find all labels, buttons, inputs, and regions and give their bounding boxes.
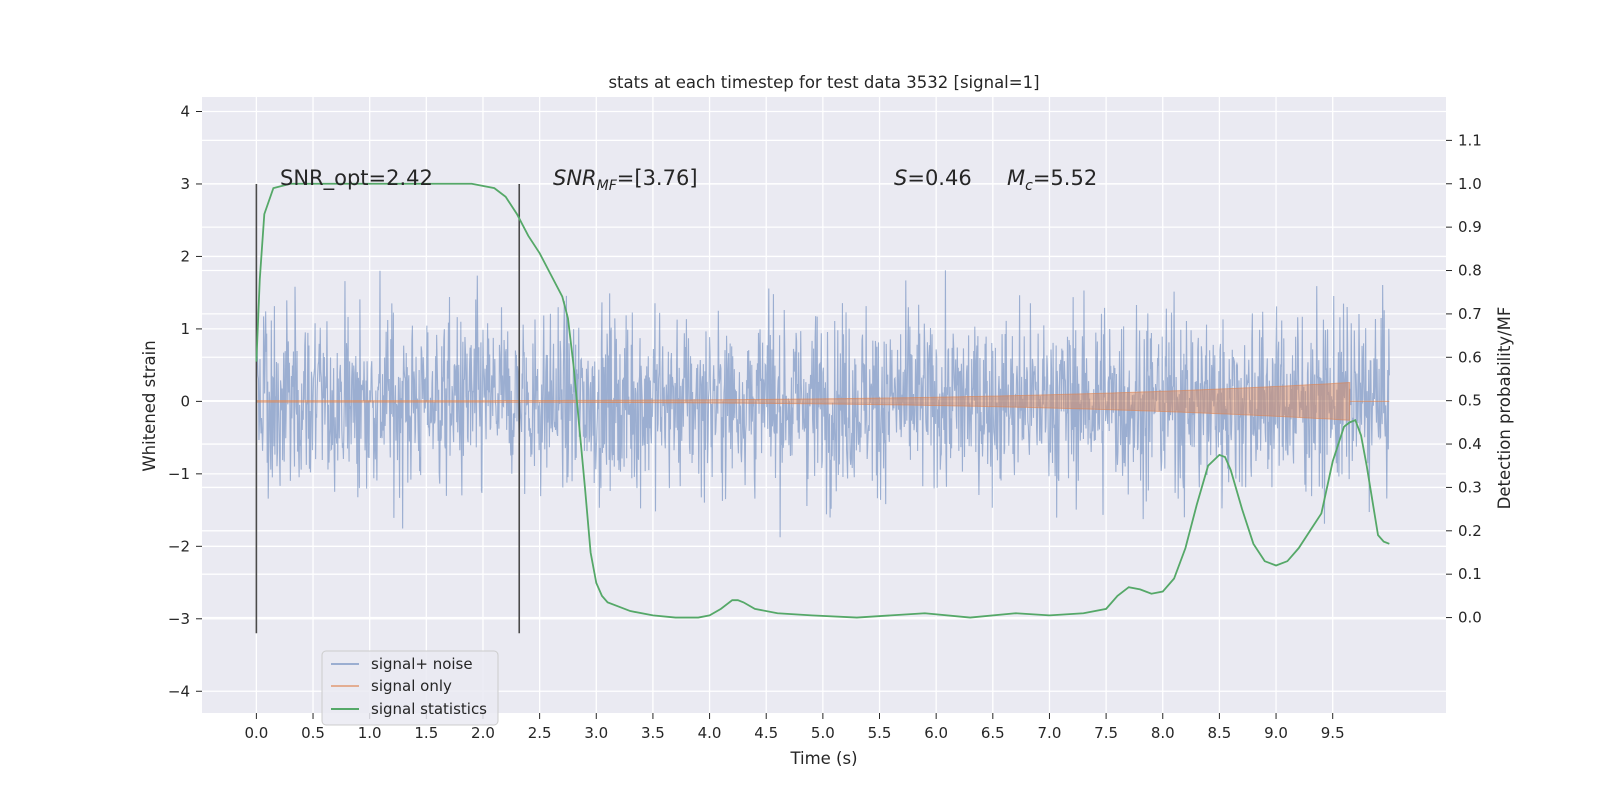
y2-tick-label: 1.0 [1458,175,1482,193]
x-tick-label: 6.5 [981,724,1005,742]
y2-tick-label: 0.1 [1458,565,1482,583]
x-axis: 0.0 0.5 1.0 1.5 2.0 2.5 3.0 3.5 4.0 4.5 5.0 5.5 6.0 6… [244,713,1345,742]
snr-mf-label: SNR [553,166,597,190]
x-tick-label: 8.5 [1207,724,1231,742]
event-markers [255,183,521,634]
plot-area [255,182,1390,634]
y2-tick-label: 0.2 [1458,522,1482,540]
x-tick-label: 0.5 [301,724,325,742]
s-label: S [894,166,907,190]
snr-mf-value: =[3.76] [617,166,698,190]
y2-tick-label: 0.5 [1458,392,1482,410]
x-tick-label: 7.5 [1094,724,1118,742]
y2-axis-label: Detection probability/MF [1495,307,1514,510]
signal-only-series [255,381,1351,421]
x-axis-label: Time (s) [789,749,857,768]
y2-tick-label: 0.0 [1458,609,1482,627]
y-tick-label: 2 [180,247,190,265]
x-tick-label: 9.0 [1264,724,1288,742]
y-tick-label: 4 [180,102,190,120]
y2-tick-label: 0.4 [1458,435,1482,453]
x-tick-label: 9.5 [1321,724,1345,742]
y-tick-label: −2 [168,537,190,555]
y2-tick-label: 0.8 [1458,262,1482,280]
s-value: =0.46 [907,166,971,190]
x-tick-label: 5.0 [811,724,835,742]
mc-annotation: Mc=5.52 [1007,166,1097,194]
y-tick-label: −4 [168,682,190,700]
x-tick-label: 4.0 [698,724,722,742]
annotations: SNR_opt=2.42 SNRMF=[3.76] S=0.46 Mc=5.52 [280,166,1097,194]
mc-subscript: c [1025,178,1033,194]
x-tick-label: 3.0 [584,724,608,742]
y-tick-label: 1 [180,320,190,338]
y2-tick-label: 0.7 [1458,305,1482,323]
x-tick-label: 2.5 [528,724,552,742]
y-tick-label: −3 [168,610,190,628]
x-tick-label: 0.0 [244,724,268,742]
chart-title: stats at each timestep for test data 353… [608,73,1039,92]
y-tick-label: 3 [180,175,190,193]
s-annotation: S=0.46 [894,166,972,190]
y2-tick-label: 1.1 [1458,131,1482,149]
x-tick-label: 3.5 [641,724,665,742]
x-tick-label: 1.0 [358,724,382,742]
x-tick-label: 4.5 [754,724,778,742]
x-tick-label: 6.0 [924,724,948,742]
y-tick-label: −1 [168,465,190,483]
mc-value: =5.52 [1033,166,1097,190]
noise-trace [255,270,1390,538]
y-tick-label: 0 [180,392,190,410]
snr-opt-annotation: SNR_opt=2.42 [280,166,433,191]
legend: signal+ noise signal only signal statist… [321,650,499,726]
legend-box [321,650,499,726]
snr-mf-annotation: SNRMF=[3.76] [553,166,698,194]
legend-label-signal: signal only [371,677,452,695]
x-tick-label: 2.0 [471,724,495,742]
right-axis: 1.1 1.0 0.9 0.8 0.7 0.6 0.5 0.4 0.3 0.2 0.1 0.0 [1446,131,1482,627]
mc-label: M [1007,166,1025,190]
legend-label-noise: signal+ noise [371,655,473,673]
x-tick-label: 5.5 [868,724,892,742]
y-axis-label: Whitened strain [140,340,159,471]
left-axis: 4 3 2 1 0 −1 −2 −3 −4 [168,102,202,700]
x-tick-label: 1.5 [414,724,438,742]
y2-tick-label: 0.6 [1458,348,1482,366]
noise-series [255,270,1390,538]
signal-statistics-series [255,182,1390,619]
x-tick-label: 7.0 [1038,724,1062,742]
snr-mf-subscript: MF [597,178,618,194]
legend-label-stats: signal statistics [371,700,487,718]
y2-tick-label: 0.3 [1458,478,1482,496]
y2-tick-label: 0.9 [1458,218,1482,236]
x-tick-label: 8.0 [1151,724,1175,742]
